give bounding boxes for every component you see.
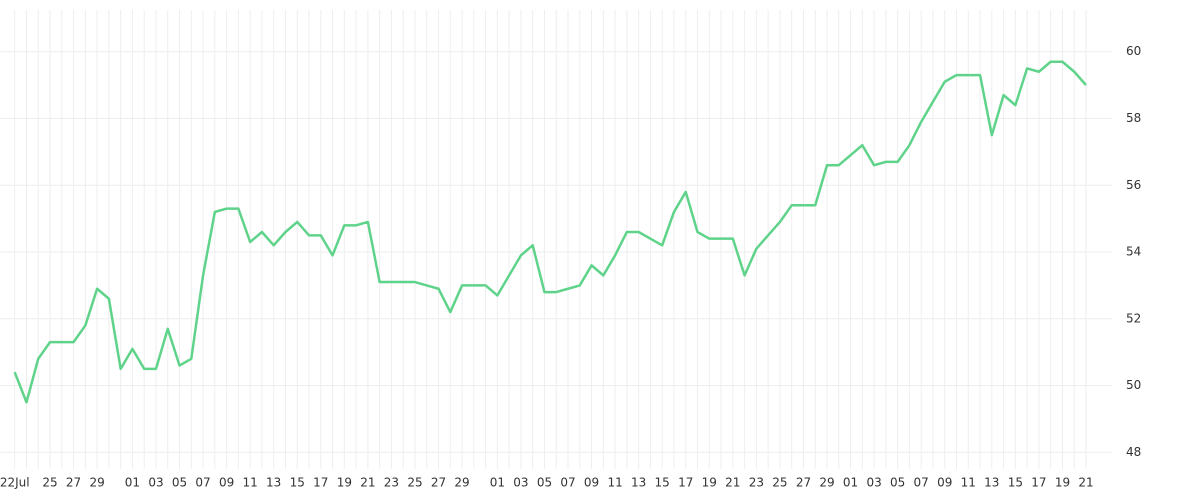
y-tick-label: 56 [1126, 178, 1141, 192]
x-tick-label: 05 [537, 476, 552, 490]
x-tick-label: 27 [66, 476, 81, 490]
x-tick-label: 27 [431, 476, 446, 490]
x-tick-label: 03 [866, 476, 881, 490]
x-tick-label: 15 [655, 476, 670, 490]
x-tick-label: 07 [560, 476, 575, 490]
x-tick-label: 11 [243, 476, 258, 490]
x-tick-label: 15 [1008, 476, 1023, 490]
x-tick-label: 21 [360, 476, 375, 490]
x-tick-label: 05 [890, 476, 905, 490]
x-tick-label: 23 [749, 476, 764, 490]
x-tick-label: 17 [1031, 476, 1046, 490]
y-tick-label: 60 [1126, 44, 1141, 58]
x-tick-label: 01 [490, 476, 505, 490]
x-tick-label: 19 [337, 476, 352, 490]
y-tick-label: 52 [1126, 311, 1141, 325]
y-tick-label: 48 [1126, 445, 1141, 459]
x-tick-label: 15 [290, 476, 305, 490]
x-tick-label: 29 [819, 476, 834, 490]
x-tick-label: 29 [89, 476, 104, 490]
x-tick-label: 01 [125, 476, 140, 490]
x-tick-label: 17 [678, 476, 693, 490]
y-tick-label: 58 [1126, 111, 1141, 125]
x-tick-label: 09 [219, 476, 234, 490]
x-tick-label: 21 [1078, 476, 1093, 490]
x-tick-label: 23 [384, 476, 399, 490]
x-tick-label: 19 [1055, 476, 1070, 490]
x-tick-label: 03 [148, 476, 163, 490]
x-tick-label: 05 [172, 476, 187, 490]
x-tick-label: 11 [607, 476, 622, 490]
x-tick-label: 25 [42, 476, 57, 490]
x-tick-label: 25 [407, 476, 422, 490]
x-tick-label: 13 [631, 476, 646, 490]
data-line [13, 60, 1087, 404]
x-tick-label: 09 [937, 476, 952, 490]
x-tick-label: 22Jul [0, 476, 30, 490]
x-tick-label: 25 [772, 476, 787, 490]
x-tick-label: 07 [914, 476, 929, 490]
x-tick-label: 01 [843, 476, 858, 490]
x-tick-label: 19 [702, 476, 717, 490]
x-tick-label: 27 [796, 476, 811, 490]
y-tick-label: 50 [1126, 378, 1141, 392]
x-tick-label: 09 [584, 476, 599, 490]
y-tick-label: 54 [1126, 245, 1141, 259]
x-tick-label: 13 [266, 476, 281, 490]
x-tick-label: 07 [195, 476, 210, 490]
x-tick-label: 11 [961, 476, 976, 490]
x-tick-label: 29 [454, 476, 469, 490]
x-tick-label: 21 [725, 476, 740, 490]
x-tick-label: 03 [513, 476, 528, 490]
x-tick-label: 17 [313, 476, 328, 490]
x-tick-label: 13 [984, 476, 999, 490]
